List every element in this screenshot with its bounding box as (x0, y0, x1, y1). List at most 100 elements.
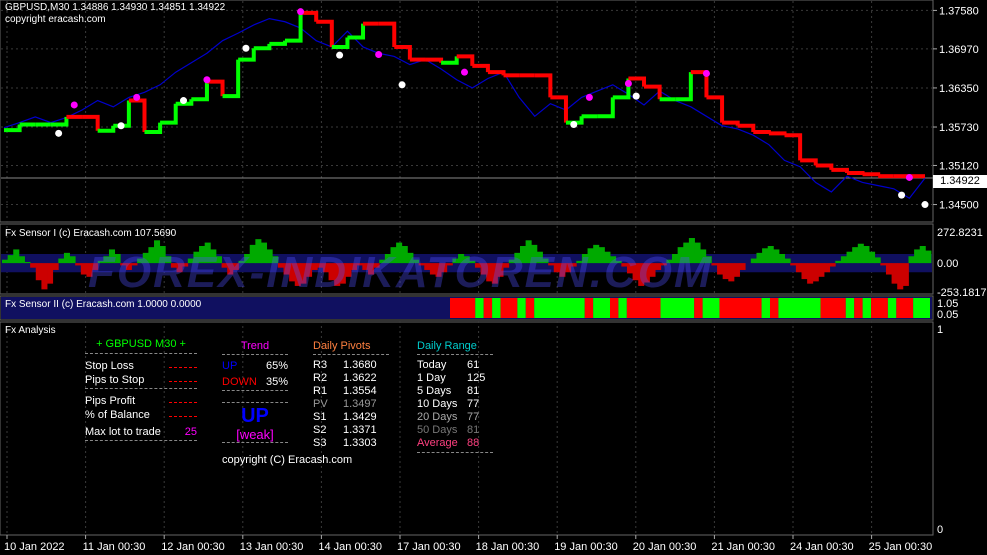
range-row: Average 88 (417, 437, 493, 453)
sensor1-bar (114, 253, 121, 264)
y-tick-label: 0.00 (937, 258, 958, 270)
trail-segment (50, 116, 69, 127)
x-tick-label: 17 Jan 00:30 (397, 541, 461, 553)
trail-segment (394, 44, 412, 60)
trail-segment (550, 95, 568, 123)
buy-marker (55, 129, 63, 137)
sensor1-bar (176, 263, 183, 273)
trail-segment (456, 54, 475, 66)
buy-marker (117, 122, 125, 130)
sensor1-bar (525, 240, 532, 264)
pivot-value: 1.3429 (343, 411, 377, 423)
sensor1-bar (351, 263, 358, 270)
sensor2-segment (702, 298, 720, 318)
sensor1-bar (170, 263, 177, 268)
trend-down-row: DOWN 35% (222, 376, 288, 391)
buy-marker (180, 97, 188, 105)
trail-segment (300, 10, 319, 22)
pivot-value: 1.3497 (343, 398, 377, 410)
x-tick-label: 25 Jan 00:30 (869, 541, 933, 553)
sensor1-title: Fx Sensor I (c) Eracash.com 107.5690 (5, 228, 177, 239)
sell-marker (585, 93, 593, 101)
sensor1-bar (154, 240, 161, 264)
trend-down-value: 35% (265, 376, 288, 388)
sensor1-bar (750, 258, 757, 264)
pivot-label: S3 (313, 437, 327, 449)
trail-segment (82, 114, 100, 131)
trend-down-label: DOWN (222, 376, 257, 388)
pips-stop-row: Pips to Stop (85, 374, 197, 389)
sensor1-bar (722, 263, 729, 280)
sensor1-bar (210, 249, 217, 264)
sensor1-bar (30, 263, 37, 268)
sensor1-bar (536, 251, 543, 264)
sensor1-bar (767, 246, 774, 264)
sensor1-bar (801, 263, 808, 280)
sensor2-segment (862, 298, 872, 318)
sensor1-bar (35, 263, 42, 281)
y-tick-label: 272.8231 (937, 227, 983, 239)
x-tick-label: 20 Jan 00:30 (633, 541, 697, 553)
trail-segment (144, 122, 163, 135)
sensor1-bar (407, 252, 414, 264)
range-block: Daily Range Today 61 1 Day 125 5 Days 81 10 Da… (417, 340, 493, 453)
sensor1-bar (846, 251, 853, 264)
sensor1-bar (655, 263, 662, 270)
main-panel (0, 0, 934, 223)
analysis-copyright: copyright (C) Eracash.com (222, 454, 353, 466)
pivot-label: R1 (313, 385, 328, 397)
symbol-header: + GBPUSD M30 + (85, 338, 197, 354)
sensor1-bar (519, 246, 527, 264)
x-tick-label: 24 Jan 00:30 (790, 541, 854, 553)
sensor1-bar (125, 263, 132, 270)
sensor1-bar (857, 243, 864, 264)
sensor2-title: Fx Sensor II (c) Eracash.com 1.0000 0.00… (5, 299, 202, 310)
sell-marker (133, 93, 141, 101)
pivot-value: 1.3303 (343, 437, 377, 449)
sensor1-bar (322, 263, 329, 273)
sensor1-bar (469, 260, 476, 264)
sensor1-bar (576, 260, 583, 264)
sensor1-bar (165, 256, 172, 264)
range-label: 1 Day (417, 372, 446, 384)
trail-segment (128, 98, 147, 133)
sensor1-bar (812, 263, 819, 282)
pips-profit-row: Pips Profit (85, 395, 197, 407)
trail-segment (706, 95, 725, 123)
sensor1-bar (311, 263, 318, 270)
pivots-block: Daily Pivots R3 1.3680 R2 1.3622 R1 1.3554 PV 1… (313, 340, 389, 450)
signal-markers (55, 8, 929, 209)
trail-segment (472, 63, 490, 73)
sensor1-bar (317, 263, 324, 268)
sensor1-bar (778, 253, 786, 264)
sensor2-segment (887, 298, 897, 318)
sell-marker (905, 173, 913, 181)
pivots-title: Daily Pivots (313, 340, 389, 355)
sensor1-bar (435, 263, 442, 277)
sensor1-bar (131, 263, 138, 266)
trail-segment (862, 172, 881, 177)
sensor1-bar (334, 263, 341, 286)
range-row: 10 Days 77 (417, 398, 493, 411)
sensor1-bar (384, 253, 391, 264)
sensor1-bar (367, 263, 374, 275)
sensor1-bar (474, 263, 481, 268)
pips-profit-label: Pips Profit (85, 395, 136, 407)
sensor1-bar (559, 263, 566, 277)
sensor1-bar (187, 258, 194, 264)
sensor1-bar (289, 263, 296, 282)
sensor1-bar (260, 242, 268, 264)
range-label: 20 Days (417, 411, 458, 423)
sensor1-bar (418, 263, 425, 266)
sensor1-bar (733, 263, 740, 277)
sensor1-bar (508, 259, 515, 264)
sensor1-bar (277, 263, 284, 268)
sensor1-bar (306, 263, 313, 277)
range-row: 20 Days 77 (417, 411, 493, 424)
sensor1-bar (773, 249, 780, 264)
sensor1-bar (705, 256, 712, 264)
sensor1-bar (824, 263, 831, 273)
sensor1-bar (553, 263, 560, 273)
buy-marker (921, 201, 929, 209)
sensor1-bar (503, 263, 510, 268)
